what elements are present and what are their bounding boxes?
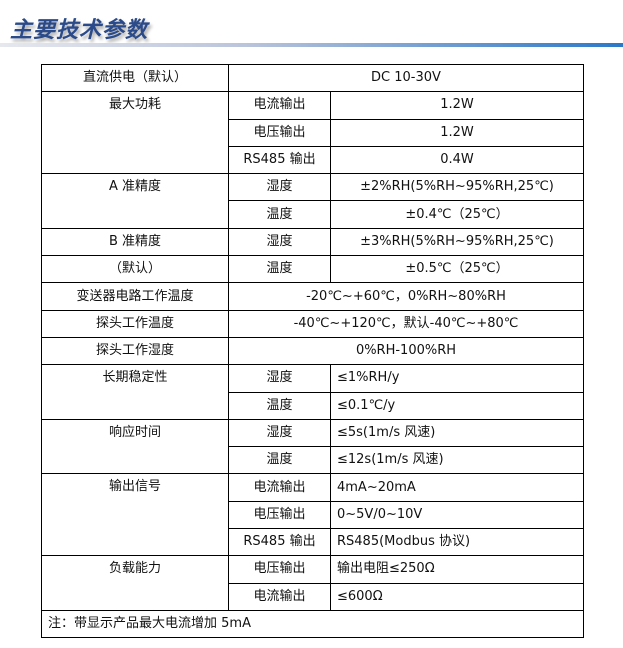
sub-label: RS485 输出 (228, 528, 331, 557)
param-label-default: （默认） (41, 255, 229, 284)
param-label: 变送器电路工作温度 (41, 282, 229, 311)
param-label: 探头工作湿度 (41, 336, 229, 366)
note: 注：带显示产品最大电流增加 5mA (41, 609, 584, 639)
table-row: 温度 ≤0.1℃/y (42, 391, 584, 420)
param-value: ≤1%RH/y (330, 364, 584, 393)
sub-label: 湿度 (228, 418, 331, 448)
header-divider (0, 43, 623, 47)
param-label: 长期稳定性 (41, 364, 229, 420)
spec-table: 直流供电（默认） DC 10-30V 最大功耗 电流输出 1.2W 电压输出 1… (41, 63, 584, 639)
sub-label: 温度 (228, 446, 331, 475)
param-label: 负载能力 (41, 555, 229, 611)
param-value: DC 10-30V (228, 63, 584, 93)
param-label: 响应时间 (41, 418, 229, 475)
sub-label: 电流输出 (228, 582, 331, 611)
table-row: 注：带显示产品最大电流增加 5mA (41, 609, 584, 639)
table-row: 输出信号 电流输出 4mA~20mA (41, 473, 584, 557)
param-value: 0.4W (330, 145, 584, 175)
table-row: （默认） 温度 ±0.5℃（25℃） (41, 255, 584, 284)
table-row: 电压输出 0~5V/0~10V (42, 500, 584, 530)
table-row: RS485 输出 0.4W (42, 145, 584, 175)
param-value: 0~5V/0~10V (330, 500, 584, 530)
table-row: 探头工作温度 -40℃~+120℃，默认-40℃~+80℃ (41, 309, 584, 338)
sub-label: 湿度 (228, 173, 331, 202)
table-row: 响应时间 湿度 ≤5s(1m/s 风速) (41, 418, 584, 475)
table-row: 最大功耗 电流输出 1.2W (41, 91, 584, 175)
table-row: 探头工作湿度 0%RH-100%RH (41, 336, 584, 366)
section-title: 主要技术参数 (10, 18, 149, 43)
sub-label: 湿度 (228, 364, 331, 393)
sub-label: 温度 (228, 255, 331, 284)
param-value: ±0.4℃（25℃） (330, 200, 584, 229)
param-value: ±3%RH(5%RH~95%RH,25℃) (330, 227, 584, 257)
param-value: ≤0.1℃/y (330, 391, 584, 420)
table-row: B 准精度 湿度 ±3%RH(5%RH~95%RH,25℃) (41, 227, 584, 257)
sub-label: 电压输出 (228, 500, 331, 530)
table-row: 负载能力 电压输出 输出电阻≤250Ω (41, 555, 584, 611)
param-value: 4mA~20mA (330, 473, 584, 502)
param-label: 探头工作温度 (41, 309, 229, 338)
param-value: ±2%RH(5%RH~95%RH,25℃) (330, 173, 584, 202)
param-value: 1.2W (330, 91, 584, 120)
table-row: A 准精度 湿度 ±2%RH(5%RH~95%RH,25℃) (41, 173, 584, 229)
sub-label: 湿度 (228, 227, 331, 257)
sub-label: 电压输出 (228, 118, 331, 147)
table-row: 长期稳定性 湿度 ≤1%RH/y (41, 364, 584, 420)
param-value: -20℃~+60℃，0%RH~80%RH (228, 282, 584, 311)
param-value: ≤5s(1m/s 风速) (330, 418, 584, 448)
param-label: 直流供电（默认） (41, 63, 229, 93)
param-label: 最大功耗 (41, 91, 229, 175)
sub-label: 温度 (228, 391, 331, 420)
sub-label: 电流输出 (228, 473, 331, 502)
sub-label: 电压输出 (228, 555, 331, 584)
param-value: ≤12s(1m/s 风速) (330, 446, 584, 475)
table-row: 电流输出 ≤600Ω (42, 582, 584, 611)
param-value: 输出电阻≤250Ω (330, 555, 584, 584)
param-value: ±0.5℃（25℃） (330, 255, 584, 284)
param-value: ≤600Ω (330, 582, 584, 611)
table-row: 温度 ±0.4℃（25℃） (42, 200, 584, 229)
param-value: 0%RH-100%RH (228, 336, 584, 366)
table-row: 电压输出 1.2W (42, 118, 584, 147)
param-label: B 准精度 (41, 227, 229, 257)
param-label: A 准精度 (41, 173, 229, 229)
param-value: 1.2W (330, 118, 584, 147)
table-row: RS485 输出 RS485(Modbus 协议) (42, 528, 584, 557)
table-row: 直流供电（默认） DC 10-30V (41, 63, 584, 93)
sub-label: 电流输出 (228, 91, 331, 120)
sub-label: RS485 输出 (228, 145, 331, 175)
sub-label: 温度 (228, 200, 331, 229)
param-label: 输出信号 (41, 473, 229, 557)
table-row: 温度 ≤12s(1m/s 风速) (42, 446, 584, 475)
table-row: 变送器电路工作温度 -20℃~+60℃，0%RH~80%RH (41, 282, 584, 311)
param-value: -40℃~+120℃，默认-40℃~+80℃ (228, 309, 584, 338)
param-value: RS485(Modbus 协议) (330, 528, 584, 557)
section-header: 主要技术参数 (0, 0, 623, 48)
